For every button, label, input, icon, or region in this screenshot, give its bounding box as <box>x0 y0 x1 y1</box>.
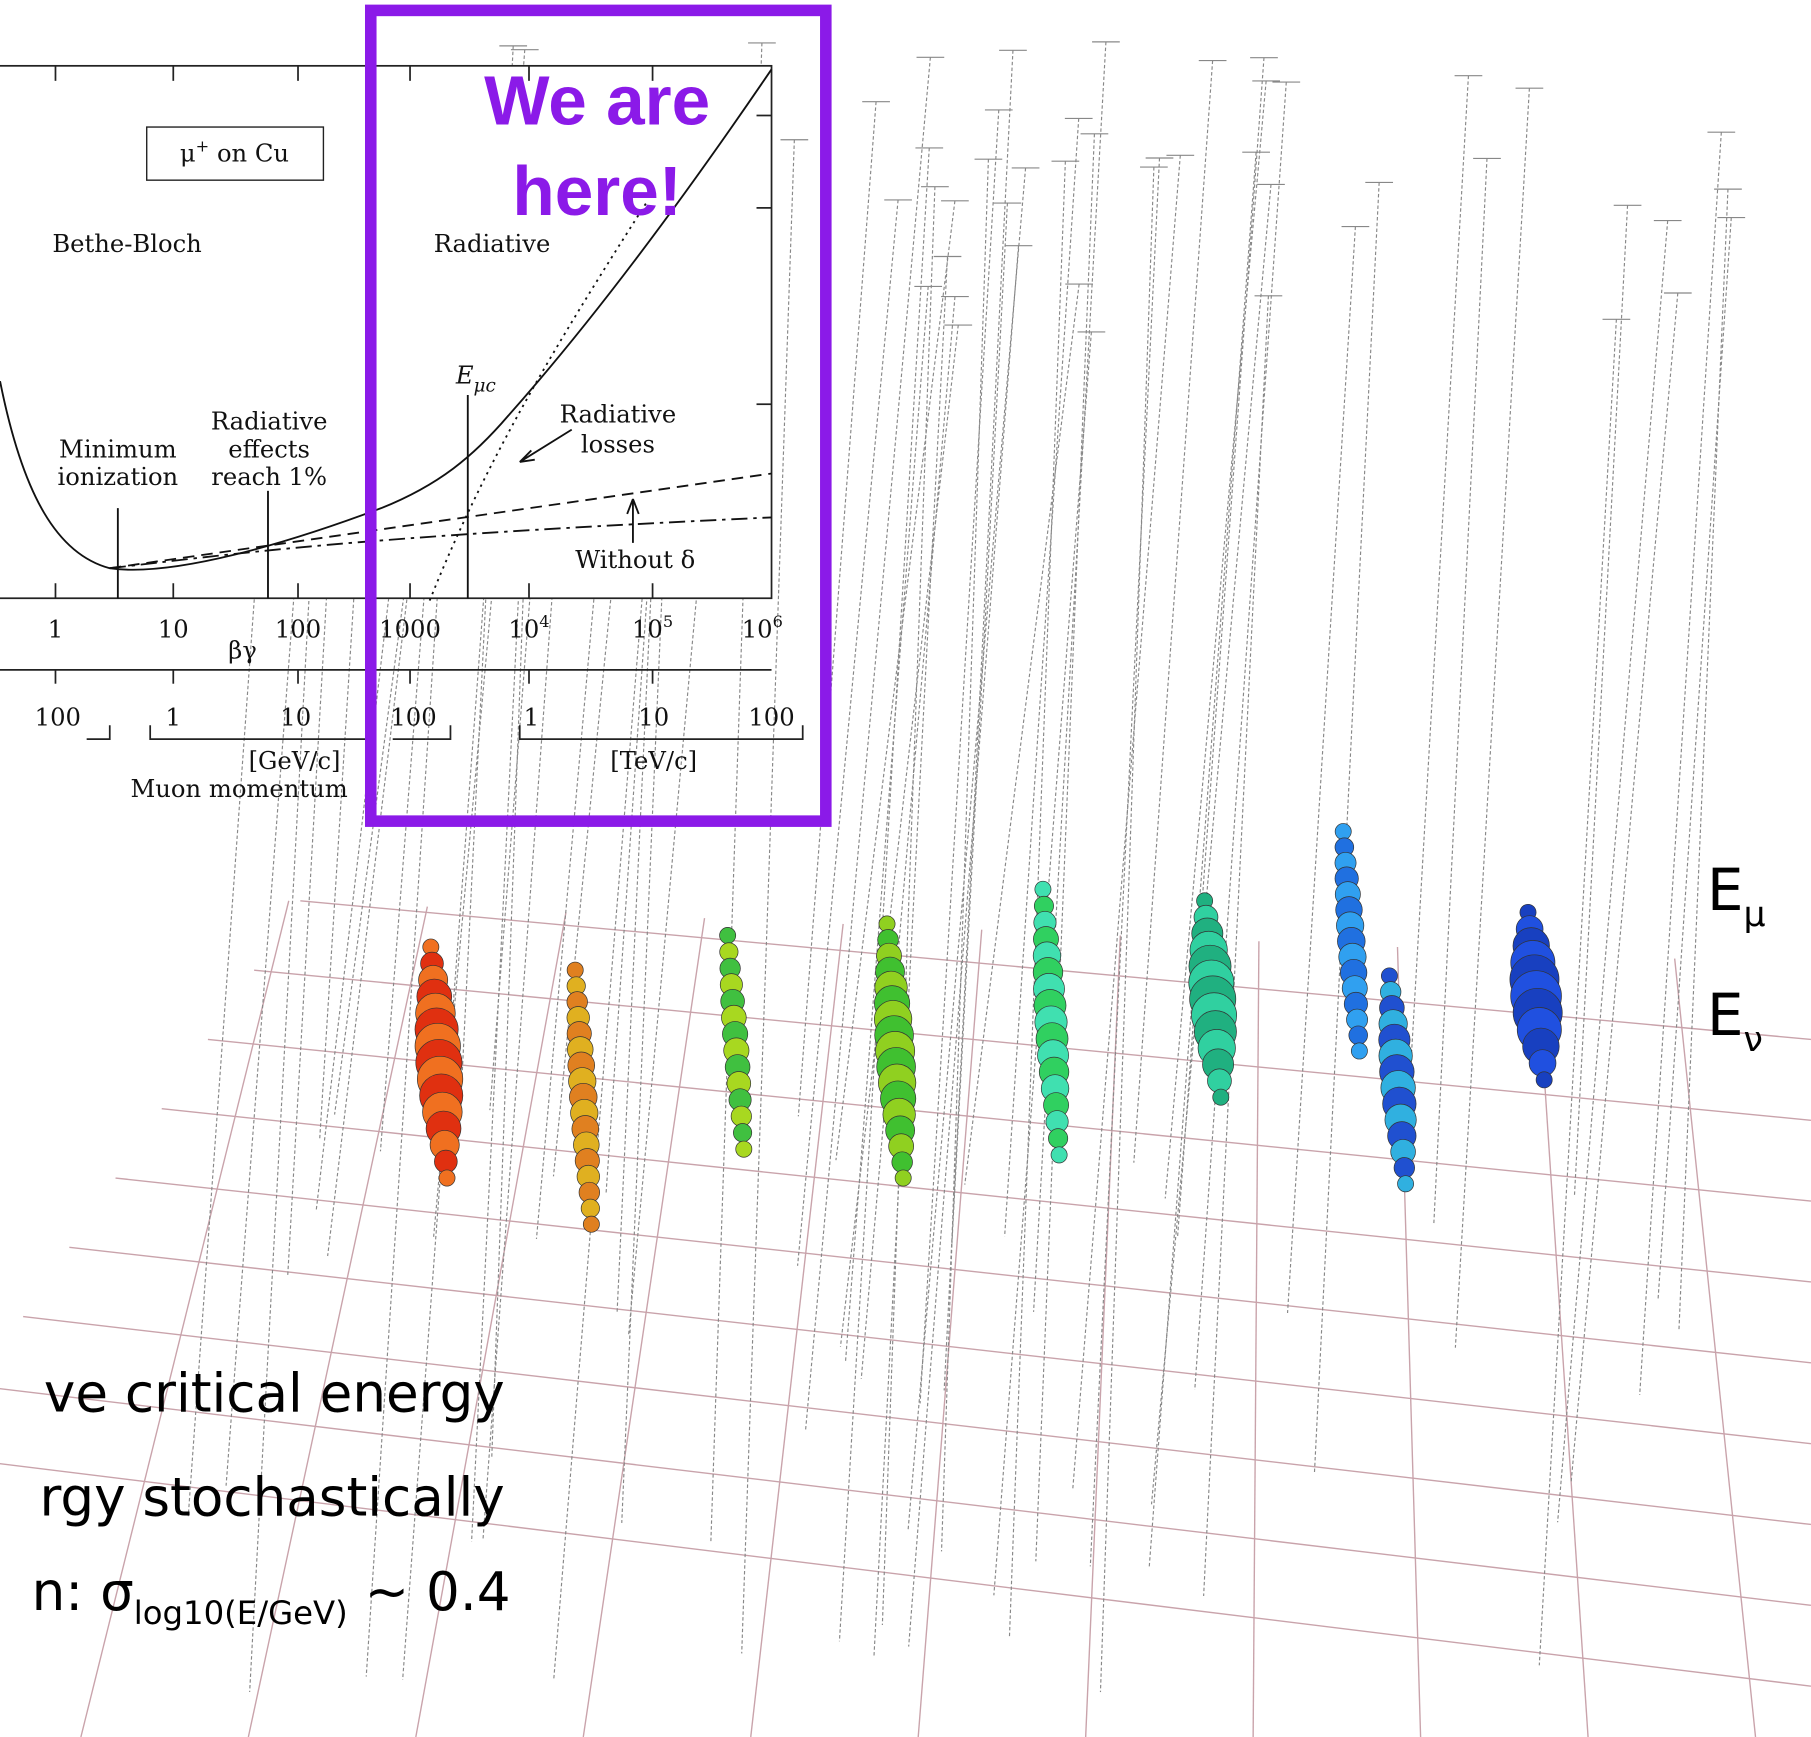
momentum-tick-label: 10 <box>280 702 311 731</box>
hit <box>1051 1147 1067 1163</box>
highlight-text: We are <box>484 62 710 140</box>
hit <box>736 1141 752 1157</box>
x-ticks: 1101001000104105106 <box>48 612 783 643</box>
string <box>861 297 955 1379</box>
grid-line <box>751 924 843 1737</box>
string <box>1195 82 1287 1390</box>
unit-label: [GeV/c] <box>249 746 341 775</box>
annotation: losses <box>581 430 655 459</box>
momentum-tick-label: 10 <box>638 702 669 731</box>
string <box>1571 293 1678 1482</box>
hit <box>581 1199 599 1217</box>
region-label: Radiative <box>434 229 551 258</box>
string <box>1100 167 1153 1692</box>
momentum-tick-label: 100 <box>390 702 436 731</box>
hit <box>1394 1158 1415 1179</box>
stopping-power-plot: μ+ on Cu Bethe-Bloch Radiative Eμc Radia… <box>0 66 803 803</box>
hit <box>1536 1072 1552 1088</box>
annotation: effects <box>228 434 310 463</box>
string <box>840 325 958 1347</box>
annotation: ionization <box>58 462 179 491</box>
string <box>1409 76 1469 1098</box>
string <box>798 102 876 1117</box>
string <box>944 50 1013 1390</box>
hit <box>434 1150 457 1173</box>
energy-label: Eν <box>1707 981 1763 1060</box>
string <box>1574 205 1627 1195</box>
string <box>952 203 1008 1244</box>
x-tick-label: 10 <box>158 615 189 644</box>
hit <box>1349 1026 1368 1045</box>
bullet-text: ve critical energy <box>44 1362 505 1424</box>
grid-line <box>162 1109 1811 1282</box>
hit <box>720 927 736 943</box>
momentum-tick-label: 100 <box>35 702 81 731</box>
hit <box>1397 1176 1413 1192</box>
annotation: Radiative <box>211 407 328 436</box>
momentum-tick-label: 1 <box>166 702 181 731</box>
string <box>1558 221 1668 1523</box>
string <box>908 168 1026 1531</box>
momentum-ticks: 100 1 10 100 1 10 100 <box>35 702 795 731</box>
hit <box>1048 1129 1067 1148</box>
plot-frame <box>0 66 772 598</box>
hit <box>1213 1089 1229 1105</box>
x-tick-label: 105 <box>632 612 673 643</box>
string <box>1455 88 1529 1347</box>
hit <box>733 1124 751 1142</box>
unit-label: [TeV/c] <box>610 746 697 775</box>
region-label: Bethe-Bloch <box>52 229 201 258</box>
momentum-tick-label: 100 <box>748 702 794 731</box>
annotation: Without δ <box>575 545 695 574</box>
string <box>1288 227 1356 1313</box>
string <box>1434 158 1487 1223</box>
x-tick-label: 104 <box>508 612 549 643</box>
x-tick-label: 100 <box>275 615 321 644</box>
grid-line <box>583 918 704 1737</box>
energy-label: Eμ <box>1707 856 1766 935</box>
hit <box>439 1170 455 1186</box>
string <box>1090 158 1159 1566</box>
highlight-text: here! <box>512 152 681 230</box>
hit <box>567 962 583 978</box>
annotation: Radiative <box>560 400 677 429</box>
string <box>1640 132 1722 1395</box>
string <box>1658 218 1731 1299</box>
string <box>1679 189 1728 1331</box>
x-label: βγ <box>228 635 257 664</box>
string <box>1034 42 1106 1312</box>
x-tick-label: 1 <box>48 615 63 644</box>
hit <box>895 1170 911 1186</box>
hit <box>1351 1043 1367 1059</box>
hit-spheres <box>415 823 1562 1232</box>
annotation: Minimum <box>59 434 177 463</box>
bullet-text: n: σlog10(E/GeV) ~ 0.4 <box>32 1561 511 1632</box>
axis-label: Muon momentum <box>130 774 347 803</box>
momentum-tick-label: 1 <box>524 702 539 731</box>
x-tick-label: 1000 <box>379 615 441 644</box>
string <box>1036 134 1095 1561</box>
bullet-text: rgy stochastically <box>39 1466 504 1528</box>
string <box>909 246 1019 1647</box>
hit <box>1035 881 1051 897</box>
hit <box>892 1152 913 1173</box>
hit <box>1335 823 1351 839</box>
slide: μ+ on Cu Bethe-Bloch Radiative Eμc Radia… <box>0 0 1811 1737</box>
grid-line <box>1675 959 1756 1737</box>
annotation: reach 1% <box>211 462 327 491</box>
hit <box>583 1216 599 1232</box>
